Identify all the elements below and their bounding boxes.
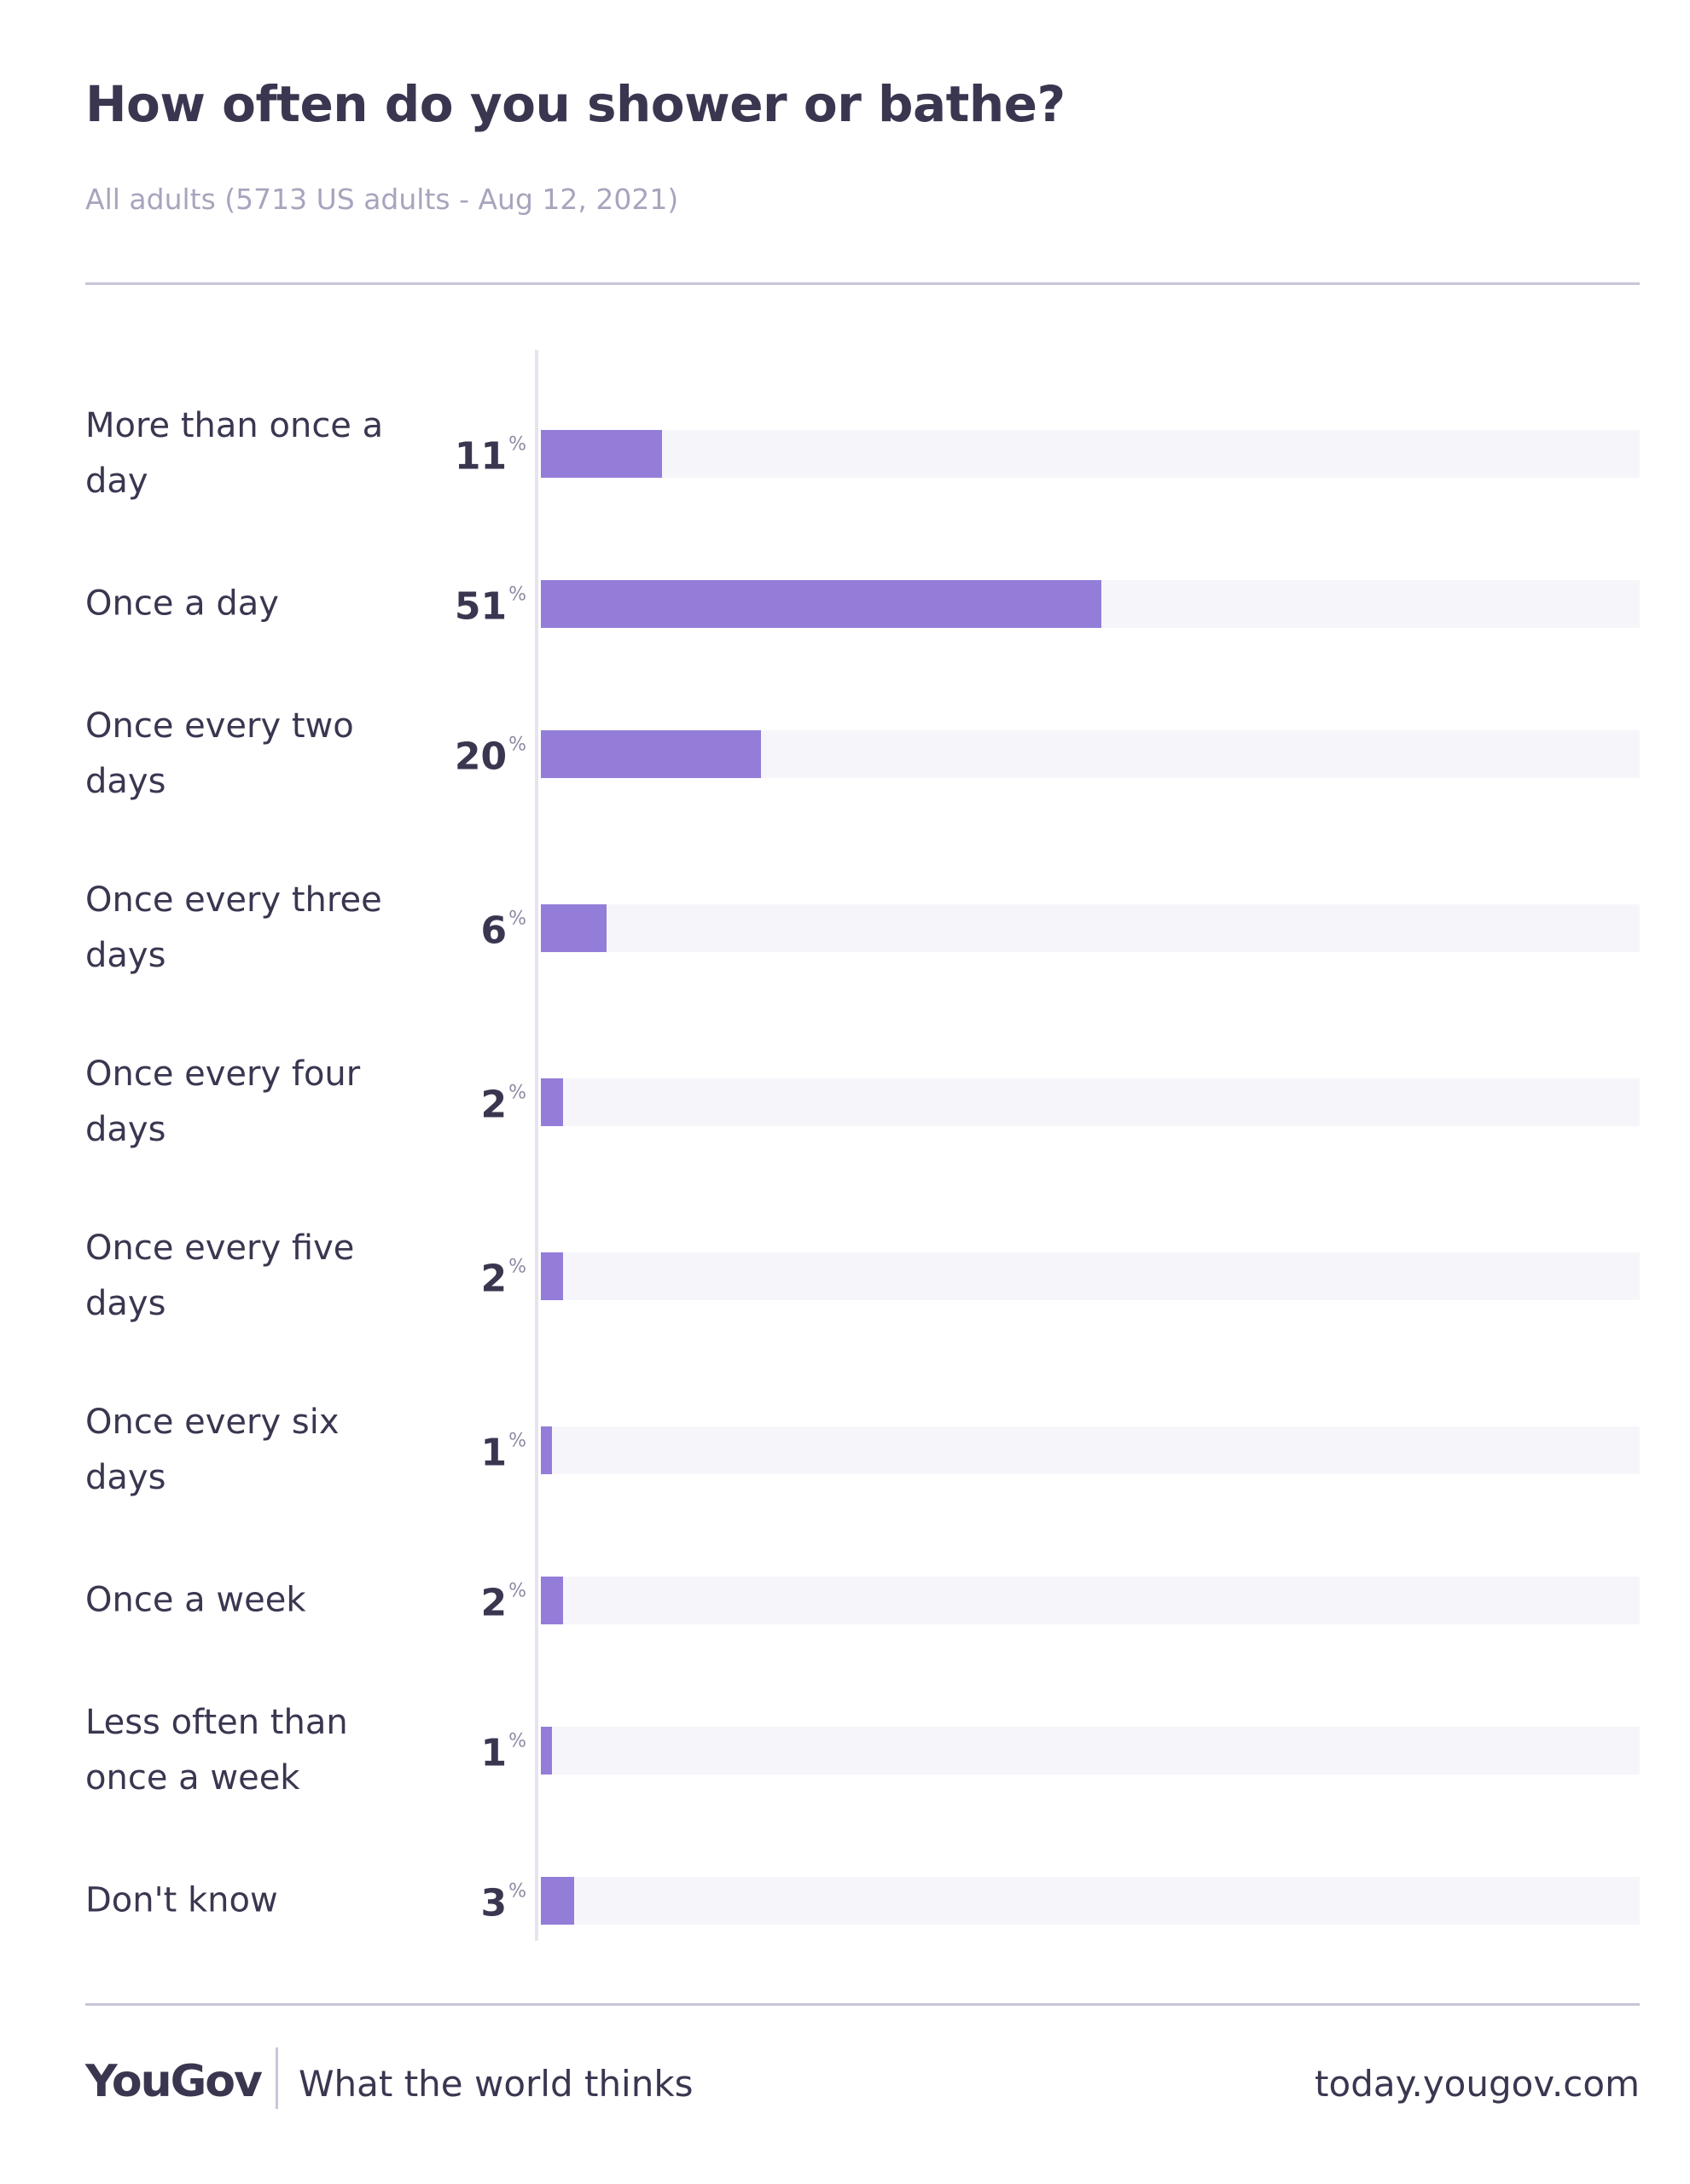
value-label: 2% [480, 1257, 526, 1301]
bar-track [541, 1727, 1640, 1774]
bar [541, 1252, 563, 1300]
value-number: 1 [480, 1431, 508, 1475]
bar [541, 1727, 552, 1774]
value-label: 6% [480, 909, 526, 953]
bar [541, 1078, 563, 1126]
bar-track [541, 1252, 1640, 1300]
bar [541, 580, 1101, 628]
chart-axis-line [535, 350, 538, 1941]
bar-row: Less often than once a week 1% [0, 1678, 1690, 1823]
value-number: 6 [480, 909, 508, 953]
bar-track [541, 1577, 1640, 1624]
value-number: 20 [454, 735, 508, 779]
bar-row: Once every two days 20% [0, 682, 1690, 827]
footer-separator [276, 2048, 278, 2109]
chart-title: How often do you shower or bathe? [85, 75, 1066, 133]
value-label: 2% [480, 1581, 526, 1625]
bar [541, 904, 607, 952]
bar [541, 1877, 574, 1925]
percent-sign: % [508, 1430, 526, 1452]
value-label: 20% [455, 735, 526, 779]
yougov-logo: YouGov [85, 2056, 263, 2107]
category-label: Once every four days [85, 1054, 361, 1149]
percent-sign: % [508, 734, 526, 756]
percent-sign: % [508, 433, 526, 456]
bar [541, 1577, 563, 1624]
value-label: 51% [455, 584, 526, 629]
value-label: 2% [480, 1083, 526, 1127]
bar [541, 730, 761, 778]
value-number: 1 [480, 1731, 508, 1775]
value-label: 11% [455, 434, 526, 479]
percent-sign: % [508, 584, 526, 606]
category-label: Once a day [85, 584, 279, 624]
percent-sign: % [508, 1256, 526, 1278]
category-label: Once every three days [85, 880, 382, 975]
bar-track [541, 1426, 1640, 1474]
bar-track [541, 904, 1640, 952]
value-number: 11 [454, 434, 508, 479]
footer-tagline: What the world thinks [299, 2063, 694, 2105]
bar-row: Once every six days 1% [0, 1378, 1690, 1523]
value-number: 3 [480, 1881, 508, 1926]
footer-divider-line [85, 2003, 1640, 2006]
bar-track [541, 1877, 1640, 1925]
value-number: 2 [480, 1257, 508, 1301]
category-label: More than once a day [85, 406, 384, 501]
value-number: 2 [480, 1581, 508, 1625]
bar-track [541, 430, 1640, 478]
percent-sign: % [508, 1880, 526, 1902]
bar [541, 430, 662, 478]
percent-sign: % [508, 1580, 526, 1602]
category-label: Once a week [85, 1580, 306, 1620]
category-label: Once every two days [85, 706, 354, 801]
chart-subtitle: All adults (5713 US adults - Aug 12, 202… [85, 183, 679, 216]
bar-track [541, 580, 1640, 628]
bar [541, 1426, 552, 1474]
bar-row: Once a day 51% [0, 531, 1690, 677]
value-label: 1% [480, 1431, 526, 1475]
percent-sign: % [508, 908, 526, 930]
header-divider [85, 282, 1640, 285]
category-label: Once every five days [85, 1228, 355, 1323]
bar-row: Once every five days 2% [0, 1204, 1690, 1349]
value-number: 2 [480, 1083, 508, 1127]
category-label: Less often than once a week [85, 1703, 348, 1798]
bar-row: Once every four days 2% [0, 1030, 1690, 1175]
category-label: Don't know [85, 1880, 278, 1920]
percent-sign: % [508, 1730, 526, 1752]
value-label: 1% [480, 1731, 526, 1775]
bar-row: Don't know 3% [0, 1828, 1690, 1973]
value-label: 3% [480, 1881, 526, 1926]
footer-url-link[interactable]: today.yougov.com [1315, 2063, 1640, 2105]
bar-row: More than once a day 11% [0, 381, 1690, 526]
bar-track [541, 730, 1640, 778]
percent-sign: % [508, 1082, 526, 1104]
bar-row: Once a week 2% [0, 1528, 1690, 1673]
bar-track [541, 1078, 1640, 1126]
category-label: Once every six days [85, 1403, 340, 1497]
bar-row: Once every three days 6% [0, 856, 1690, 1001]
value-number: 51 [454, 584, 508, 629]
